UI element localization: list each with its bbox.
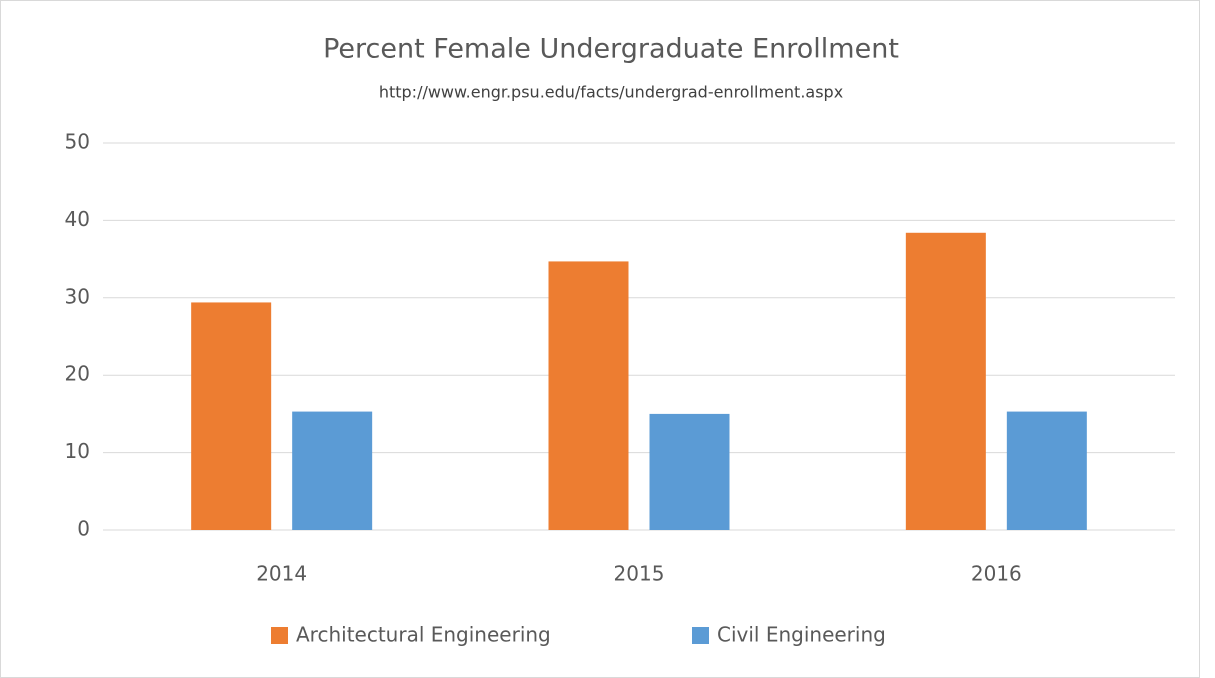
- bar: [649, 413, 730, 530]
- y-tick-label: 50: [65, 130, 90, 154]
- legend-label: Architectural Engineering: [296, 623, 551, 647]
- bar: [905, 232, 986, 530]
- bar: [292, 411, 373, 530]
- x-tick-label: 2015: [614, 562, 665, 586]
- legend-swatch: [271, 627, 288, 644]
- bar: [548, 261, 629, 530]
- y-tick-label: 20: [65, 362, 90, 386]
- x-tick-label: 2016: [971, 562, 1022, 586]
- legend-swatch: [692, 627, 709, 644]
- y-tick-label: 30: [65, 284, 90, 308]
- chart-subtitle: http://www.engr.psu.edu/facts/undergrad-…: [379, 83, 843, 102]
- bar: [191, 302, 272, 530]
- chart-title: Percent Female Undergraduate Enrollment: [323, 34, 899, 65]
- y-tick-label: 40: [65, 207, 90, 231]
- bar: [1006, 411, 1087, 530]
- y-tick-label: 0: [77, 517, 90, 541]
- x-tick-label: 2014: [256, 562, 307, 586]
- y-tick-label: 10: [65, 439, 90, 463]
- legend-label: Civil Engineering: [717, 623, 886, 647]
